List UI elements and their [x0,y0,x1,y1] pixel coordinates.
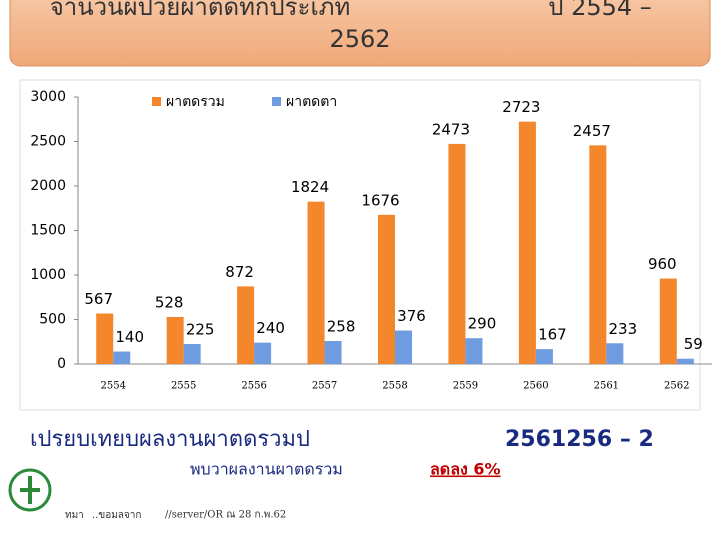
x-tick-label: 2558 [382,381,407,392]
x-tick-label: 2560 [523,381,548,392]
legend-label: ผาตดรวม [166,94,225,110]
bar [183,343,201,364]
bar [448,143,466,364]
data-label: 567 [84,290,113,308]
x-tick-label: 2561 [594,381,619,392]
y-tick-label: 1000 [30,267,66,283]
compare-text: เปรยบเทยบผลงานผาตดรวมป [30,427,310,452]
x-tick-label: 2562 [664,381,689,392]
bar [96,313,114,364]
bar [589,145,607,364]
data-label: 2723 [502,98,540,116]
source: ..ขอมลจาก [92,510,141,521]
y-tick-label: 0 [57,356,66,372]
data-label: 258 [327,318,356,336]
bar [237,286,255,364]
bar [307,201,325,364]
title-box [9,0,711,67]
bar [535,349,553,364]
legend-swatch [152,97,161,106]
data-label: 167 [538,326,567,344]
data-label: 528 [155,294,184,312]
data-label: 233 [609,320,638,338]
title: ป 2554 – [548,0,652,21]
logo-cross [20,476,40,504]
bar [676,358,694,364]
source: //server/OR ณ 28 ก.พ.62 [165,510,286,521]
data-label: 1824 [291,178,329,196]
y-tick-label: 500 [39,312,66,328]
title: จานวนผปวยผาตดทกประเภท [50,0,351,21]
data-label: 376 [397,307,426,325]
data-label: 2473 [432,120,470,138]
x-tick-label: 2557 [312,381,337,392]
y-tick-label: 2500 [30,134,66,150]
bar [606,343,624,364]
data-label: 2457 [573,122,611,140]
bar [659,278,677,364]
source: ทมา [65,510,84,521]
bar [324,341,342,364]
bar [166,317,184,364]
data-label: 225 [186,320,215,338]
bar [395,330,412,364]
x-tick-label: 2554 [100,381,125,392]
data-label: 140 [115,328,144,346]
data-label: 59 [684,335,703,353]
bar [254,342,272,364]
x-tick-label: 2555 [171,381,196,392]
legend-swatch [272,97,281,106]
chart-frame [19,79,701,411]
x-tick-label: 2556 [241,381,266,392]
title: 2562 [329,25,390,53]
data-label: 290 [468,315,497,333]
compare-text: 2561256 – 2 [505,427,654,452]
y-tick-label: 3000 [30,89,66,105]
chart: 0 500 1000 1500 2000 2500 3000 ผาตดรวม ผาตดตา 255… [30,89,712,392]
bar [113,351,131,364]
y-tick-label: 2000 [30,178,66,194]
finding: พบวาผลงานผาตดรวม [190,460,343,479]
bar [465,338,483,364]
data-label: 240 [256,319,285,337]
legend-label: ผาตดตา [286,94,337,110]
x-tick-label: 2559 [453,381,478,392]
data-label: 1676 [361,191,399,209]
data-label: 960 [648,255,677,273]
y-tick-label: 1500 [30,223,66,239]
change: ลดลง 6% [430,460,501,479]
data-label: 872 [225,263,254,281]
bar [518,121,536,364]
bar [378,214,395,364]
